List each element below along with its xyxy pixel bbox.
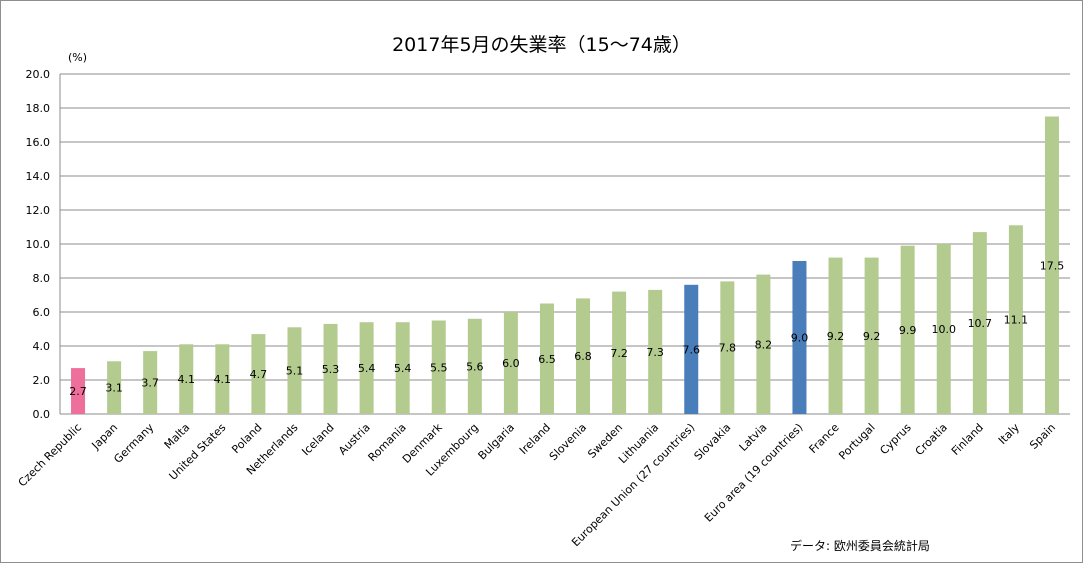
data-label: 3.7 xyxy=(141,377,159,390)
bar xyxy=(1008,225,1023,414)
x-tick-label: Italy xyxy=(996,421,1022,447)
data-label: 9.2 xyxy=(827,330,845,343)
bar xyxy=(107,361,122,414)
bar xyxy=(648,289,663,414)
bar xyxy=(287,327,302,414)
x-tick-label: Spain xyxy=(1027,421,1058,452)
data-label: 5.3 xyxy=(322,363,340,376)
bar xyxy=(431,320,446,414)
data-label: 5.1 xyxy=(286,365,304,378)
chart-title: 2017年5月の失業率（15～74歳） xyxy=(392,34,691,56)
bar xyxy=(972,232,987,414)
bar xyxy=(900,245,915,414)
y-tick-label: 0.0 xyxy=(33,408,51,421)
data-label: 6.0 xyxy=(502,357,520,370)
bar xyxy=(179,344,194,414)
bar xyxy=(792,261,807,414)
y-tick-label: 18.0 xyxy=(26,102,51,115)
bar xyxy=(684,284,699,414)
data-label: 7.3 xyxy=(646,346,664,359)
x-tick-label: Slovenia xyxy=(547,421,589,463)
data-label: 5.4 xyxy=(358,362,376,375)
bar xyxy=(576,298,591,414)
data-label: 8.2 xyxy=(755,338,773,351)
data-label: 7.8 xyxy=(719,342,737,355)
x-tick-label: Japan xyxy=(89,421,121,453)
data-label: 6.5 xyxy=(538,353,556,366)
data-label: 7.6 xyxy=(683,343,701,356)
bar xyxy=(828,257,843,414)
x-tick-label: Slovakia xyxy=(692,421,734,463)
y-tick-label: 8.0 xyxy=(33,272,51,285)
data-label: 5.6 xyxy=(466,360,484,373)
y-axis-unit-label: (%) xyxy=(68,51,88,64)
data-label: 17.5 xyxy=(1040,259,1065,272)
bar xyxy=(395,322,410,414)
y-tick-label: 16.0 xyxy=(26,136,51,149)
data-label: 7.2 xyxy=(610,347,628,360)
data-label: 11.1 xyxy=(1004,314,1029,327)
y-tick-label: 10.0 xyxy=(26,238,51,251)
x-tick-label: Iceland xyxy=(299,421,336,458)
x-tick-label: Finland xyxy=(949,421,986,458)
bar xyxy=(539,303,554,414)
data-label: 4.1 xyxy=(214,373,232,386)
data-label: 4.1 xyxy=(178,373,196,386)
x-tick-label: Czech Republic xyxy=(16,421,84,489)
data-label: 9.9 xyxy=(899,324,917,337)
data-label: 5.5 xyxy=(430,361,448,374)
bar xyxy=(936,244,951,414)
data-label: 5.4 xyxy=(394,362,412,375)
y-tick-label: 20.0 xyxy=(26,68,51,81)
bar xyxy=(503,312,518,414)
bar xyxy=(71,368,86,414)
bar xyxy=(323,323,338,414)
bar xyxy=(467,318,482,414)
x-tick-label: Germany xyxy=(111,421,156,466)
bar xyxy=(612,291,627,414)
bar xyxy=(251,334,266,414)
data-label: 9.2 xyxy=(863,330,881,343)
bar xyxy=(720,281,735,414)
x-tick-label: Ireland xyxy=(517,421,553,457)
x-tick-label: Malta xyxy=(162,421,193,452)
x-tick-label: Poland xyxy=(229,421,264,456)
x-tick-label: Portugal xyxy=(836,421,877,462)
y-tick-label: 12.0 xyxy=(26,204,51,217)
x-tick-label: Latvia xyxy=(737,421,770,454)
y-tick-label: 6.0 xyxy=(33,306,51,319)
x-tick-label: Bulgaria xyxy=(476,421,517,462)
data-label: 3.1 xyxy=(105,382,123,395)
data-label: 2.7 xyxy=(69,385,87,398)
bar xyxy=(359,322,374,414)
x-tick-label: Croatia xyxy=(913,421,950,458)
y-tick-label: 14.0 xyxy=(26,170,51,183)
bar xyxy=(215,344,230,414)
x-tick-label: France xyxy=(807,421,842,456)
bar xyxy=(1044,116,1059,414)
data-label: 9.0 xyxy=(791,332,809,345)
data-label: 4.7 xyxy=(250,368,268,381)
x-tick-label: Cyprus xyxy=(877,421,914,458)
y-tick-label: 4.0 xyxy=(33,340,51,353)
y-tick-label: 2.0 xyxy=(33,374,51,387)
bar xyxy=(143,351,158,414)
data-label: 6.8 xyxy=(574,350,592,363)
data-label: 10.0 xyxy=(932,323,957,336)
data-label: 10.7 xyxy=(968,317,993,330)
bar xyxy=(756,274,771,414)
bar xyxy=(864,257,879,414)
source-note: データ: 欧州委員会統計局 xyxy=(790,539,930,553)
